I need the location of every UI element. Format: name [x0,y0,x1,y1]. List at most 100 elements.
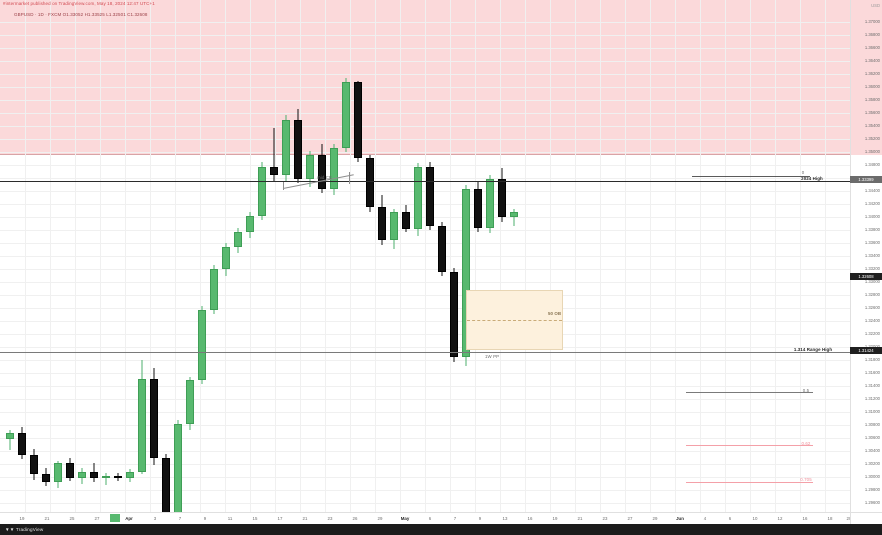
grid-line-horizontal [0,165,850,166]
candlestick[interactable] [378,0,386,512]
price-tag[interactable]: 1.32608 [850,273,882,280]
candlestick[interactable] [330,0,338,512]
candlestick[interactable] [318,0,326,512]
annotation-label-fib-0705[interactable]: 0.705 [800,477,812,482]
chart-plot-area[interactable]: 2024 High 0 1.314 Range High 1W PP mid CE 50 … [0,0,850,521]
candlestick[interactable] [426,0,434,512]
annotation-label-range-high[interactable]: 1.314 Range High [793,347,833,352]
candlestick[interactable] [390,0,398,512]
candlestick[interactable] [54,0,62,512]
time-tick-label: 15 [252,516,258,521]
grid-line-horizontal [0,321,850,322]
candlestick[interactable] [210,0,218,512]
candlestick[interactable] [402,0,410,512]
candlestick[interactable] [366,0,374,512]
annotation-label-fib-05[interactable]: 0.5 [802,388,810,393]
candle-body [354,82,362,158]
time-axis[interactable]: 19 21 25 27 Apr 3 7 9 11 15 17 21 23 26 29 May 6 7 9 13 16 19… [0,512,877,524]
grid-line-horizontal [0,503,850,504]
candlestick[interactable] [42,0,50,512]
grid-line-horizontal [0,334,850,335]
grid-line-horizontal [0,490,850,491]
candlestick[interactable] [414,0,422,512]
candlestick[interactable] [270,0,278,512]
candlestick[interactable] [30,0,38,512]
price-tick-label: 1.36800 [864,32,880,37]
candlestick[interactable] [258,0,266,512]
candlestick[interactable] [306,0,314,512]
candlestick[interactable] [510,0,518,512]
annotation-label-pivot-point[interactable]: 1W PP [485,354,500,359]
grid-line-horizontal [0,178,850,179]
candlestick[interactable] [114,0,122,512]
price-tick-label: 1.34200 [864,201,880,206]
candlestick[interactable] [474,0,482,512]
candlestick[interactable] [282,0,290,512]
level-line-2024-high-projection[interactable] [692,176,810,177]
candlestick[interactable] [438,0,446,512]
time-tick-label: 21 [44,516,50,521]
grid-line-horizontal [0,204,850,205]
price-tick-label: 1.35800 [864,97,880,102]
candle-wick [105,472,107,486]
candlestick[interactable] [78,0,86,512]
level-line-2024-high[interactable] [0,181,850,182]
candlestick[interactable] [138,0,146,512]
candlestick[interactable] [222,0,230,512]
price-tick-label: 1.35000 [864,149,880,154]
grid-line-horizontal [0,243,850,244]
candlestick[interactable] [198,0,206,512]
order-block-rectangle[interactable] [466,290,563,351]
grid-line-horizontal [0,139,850,140]
candlestick[interactable] [462,0,470,512]
mid-ce-anchor-tick [283,182,284,190]
fib-line-0-5[interactable] [686,392,813,393]
candlestick[interactable] [162,0,170,519]
candlestick[interactable] [246,0,254,512]
candlestick[interactable] [450,0,458,512]
candlestick[interactable] [6,0,14,512]
candlestick[interactable] [126,0,134,512]
currency-label: USD [871,3,880,8]
level-line-range-high[interactable] [0,352,850,353]
grid-line-horizontal [0,87,850,88]
grid-line-horizontal [0,412,850,413]
annotation-label-mid-ce[interactable]: mid CE [317,175,332,180]
candle-body [6,432,14,440]
candlestick[interactable] [150,0,158,512]
candlestick[interactable] [66,0,74,512]
candlestick[interactable] [342,0,350,512]
candlestick[interactable] [174,0,182,519]
candlestick[interactable] [486,0,494,512]
price-tick-label: 1.31800 [864,357,880,362]
grid-line-horizontal [0,48,850,49]
price-tick-label: 1.29800 [864,487,880,492]
candle-body [294,119,302,180]
candlestick[interactable] [234,0,242,512]
price-tick-label: 1.31600 [864,370,880,375]
annotation-label-2024-high[interactable]: 2024 High [801,176,823,181]
annotation-label-order-block[interactable]: 50 OB [548,311,562,316]
candlestick[interactable] [18,0,26,512]
candlestick[interactable] [294,0,302,512]
chart-watermark: #intermarket published on TradingView.co… [3,1,155,6]
candlestick[interactable] [102,0,110,512]
candle-wick [9,429,11,450]
price-axis[interactable]: USD 1.37000 1.36800 1.36600 1.36400 1.36200 1… [850,0,882,512]
tradingview-logo[interactable]: ▼▼ TradingView [5,526,43,533]
time-tick-label: 17 [277,516,283,521]
fib-line-0-62[interactable] [686,445,813,446]
candlestick[interactable] [90,0,98,512]
price-tag[interactable]: 1.33399 [850,176,882,183]
annotation-label-fib-062[interactable]: 0.62 [801,441,811,446]
annotation-label-2024-high-marker[interactable]: 0 [801,170,805,175]
candlestick[interactable] [354,0,362,512]
time-axis-cursor[interactable] [110,514,120,522]
candle-body [414,167,422,230]
fib-line-0-705[interactable] [686,482,813,483]
candle-body [90,471,98,479]
candlestick[interactable] [498,0,506,512]
price-tag[interactable]: 1.31424 [850,347,882,354]
candle-body [198,309,206,380]
candlestick[interactable] [186,0,194,512]
